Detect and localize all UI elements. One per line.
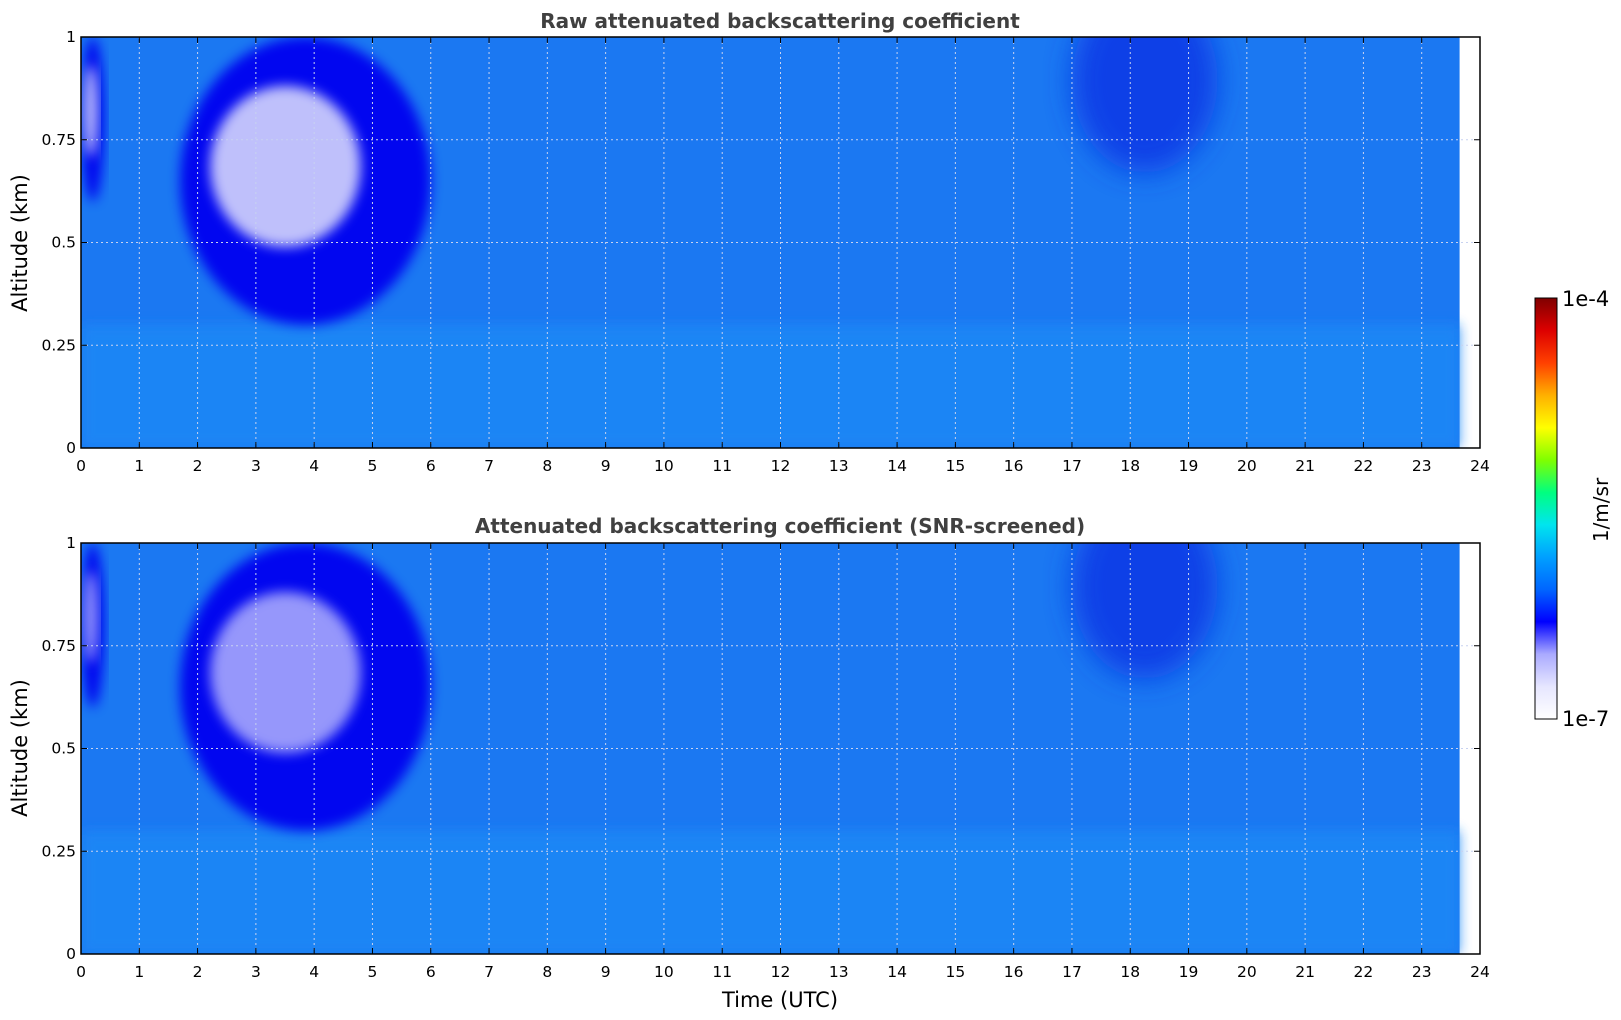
raw-backscatter-panel: Raw attenuated backscattering coefficien…: [8, 9, 1490, 475]
x-tick-label: 23: [1412, 963, 1432, 981]
y-tick-label: 0.75: [41, 637, 76, 655]
x-tick-label: 5: [368, 963, 378, 981]
x-tick-label: 17: [1062, 963, 1082, 981]
backscatter-field: [81, 543, 1460, 954]
x-tick-label: 13: [829, 457, 849, 475]
x-tick-label: 2: [193, 963, 203, 981]
colorbar-max-label: 1e-4: [1562, 287, 1609, 311]
y-tick-label: 0.5: [51, 234, 76, 252]
x-tick-label: 14: [887, 963, 907, 981]
feature-early-morning-plume: [81, 543, 105, 708]
y-tick-label: 1: [66, 28, 76, 46]
colorbar-scale: [1534, 297, 1558, 720]
y-tick-label: 0.75: [41, 131, 76, 149]
y-tick-label: 0: [66, 945, 76, 963]
x-tick-label: 7: [484, 963, 494, 981]
x-tick-label: 2: [193, 457, 203, 475]
x-tick-label: 4: [309, 457, 319, 475]
x-tick-label: 10: [654, 963, 674, 981]
x-tick-label: 3: [251, 963, 261, 981]
feature-afternoon-dark-region: [1071, 543, 1218, 679]
x-tick-label: 14: [887, 457, 907, 475]
feature-morning-cloud-layer: [180, 543, 431, 831]
x-tick-label: 1: [134, 457, 144, 475]
y-axis: 0 0.25 0.5 0.75 1: [41, 534, 1480, 963]
x-tick-label: 18: [1120, 457, 1140, 475]
x-tick-label: 5: [368, 457, 378, 475]
x-tick-label: 12: [771, 963, 791, 981]
panel-title: Attenuated backscattering coefficient (S…: [475, 514, 1085, 538]
x-tick-label: 13: [829, 963, 849, 981]
x-tick-label: 18: [1120, 963, 1140, 981]
feature-early-morning-plume: [81, 37, 105, 202]
colorbar-label: 1/m/sr: [1589, 477, 1613, 542]
x-tick-label: 12: [771, 457, 791, 475]
panel-title: Raw attenuated backscattering coefficien…: [540, 9, 1020, 33]
x-tick-label: 24: [1470, 963, 1490, 981]
x-tick-label: 19: [1179, 963, 1199, 981]
y-tick-label: 1: [66, 534, 76, 552]
heatmap-area: [81, 37, 1460, 448]
grid-lines: [81, 543, 1480, 954]
x-tick-label: 11: [712, 457, 732, 475]
x-tick-label: 7: [484, 457, 494, 475]
x-tick-label: 9: [601, 963, 611, 981]
y-axis-label: Altitude (km): [8, 679, 32, 817]
x-tick-label: 8: [542, 457, 552, 475]
heatmap-area: [81, 543, 1460, 954]
x-axis-label: Time (UTC): [721, 988, 838, 1012]
y-tick-label: 0: [66, 439, 76, 457]
x-tick-label: 15: [946, 963, 966, 981]
x-tick-label: 6: [426, 963, 436, 981]
x-tick-label: 22: [1354, 963, 1374, 981]
x-tick-label: 21: [1295, 457, 1315, 475]
x-tick-label: 20: [1237, 963, 1257, 981]
x-tick-label: 9: [601, 457, 611, 475]
x-tick-label: 21: [1295, 963, 1315, 981]
x-tick-label: 0: [76, 457, 86, 475]
colorbar: 1e-4 1e-7 1/m/sr: [1534, 287, 1613, 731]
x-tick-label: 11: [712, 963, 732, 981]
x-axis: 0 1 2 3 4 5 6 7 8 9 10 11 12 13 14 15 16 17 18 19 20 21 22 23 24: [76, 37, 1490, 475]
x-axis: 0 1 2 3 4 5 6 7 8 9 10 11 12 13 14 15 16 17 18 19 20 21 22 23 24: [76, 543, 1490, 981]
x-tick-label: 8: [542, 963, 552, 981]
x-tick-label: 10: [654, 457, 674, 475]
x-tick-label: 16: [1004, 963, 1024, 981]
x-tick-label: 15: [946, 457, 966, 475]
x-tick-label: 16: [1004, 457, 1024, 475]
x-tick-label: 0: [76, 963, 86, 981]
y-axis-label: Altitude (km): [8, 174, 32, 312]
backscatter-field: [81, 37, 1460, 448]
feature-low-level-aerosol-layer: [81, 324, 1460, 448]
y-tick-label: 0.5: [51, 740, 76, 758]
x-tick-label: 17: [1062, 457, 1082, 475]
feature-morning-cloud-layer: [180, 37, 431, 325]
x-tick-label: 19: [1179, 457, 1199, 475]
feature-afternoon-dark-region: [1071, 37, 1218, 173]
snr-screened-panel: Attenuated backscattering coefficient (S…: [8, 514, 1490, 1012]
y-axis: 0 0.25 0.5 0.75 1: [41, 28, 1480, 457]
x-tick-label: 23: [1412, 457, 1432, 475]
feature-low-level-aerosol-layer: [81, 830, 1460, 954]
colorbar-min-label: 1e-7: [1562, 707, 1609, 731]
x-tick-label: 20: [1237, 457, 1257, 475]
x-tick-label: 1: [134, 963, 144, 981]
y-tick-label: 0.25: [41, 336, 76, 354]
x-tick-label: 6: [426, 457, 436, 475]
grid-lines: [81, 37, 1480, 448]
x-tick-label: 3: [251, 457, 261, 475]
x-tick-label: 24: [1470, 457, 1490, 475]
y-tick-label: 0.25: [41, 842, 76, 860]
x-tick-label: 22: [1354, 457, 1374, 475]
x-tick-label: 4: [309, 963, 319, 981]
